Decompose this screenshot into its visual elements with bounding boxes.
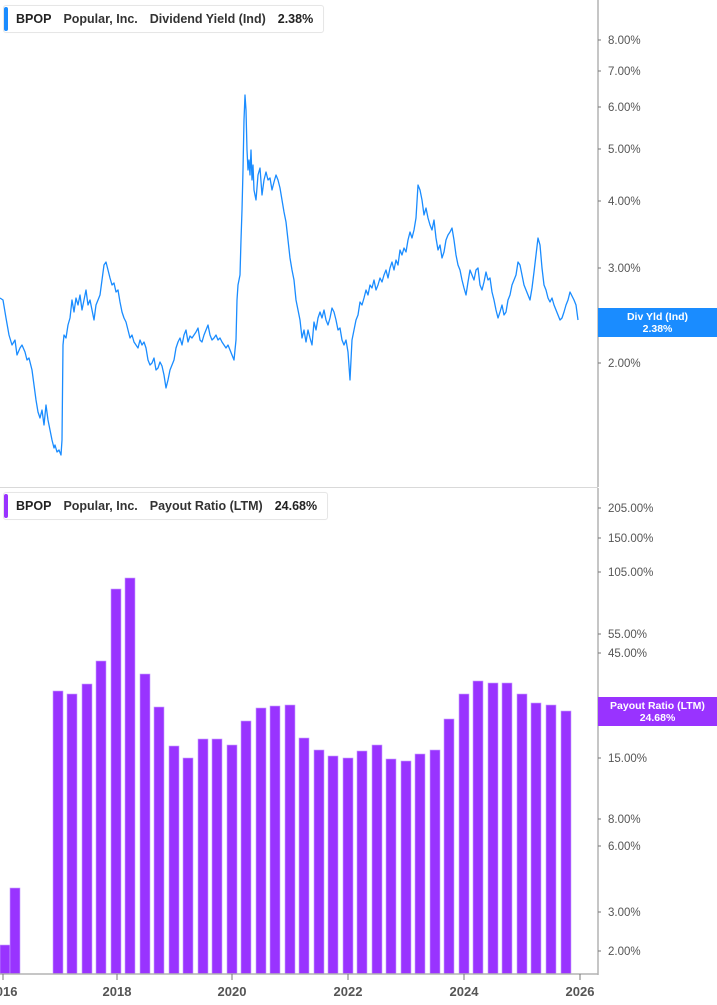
payout-bar <box>516 693 528 975</box>
payout-bar <box>124 577 136 975</box>
y-tick-label: 7.00% <box>608 66 641 78</box>
payout-bar <box>327 755 339 975</box>
payout-bar <box>110 588 122 975</box>
payout-bar <box>284 704 296 975</box>
payout-bar <box>313 749 325 975</box>
y-tick-label: 5.00% <box>608 144 641 156</box>
payout-bar <box>9 887 21 975</box>
payout-bar <box>487 682 499 975</box>
dividend-yield-panel: 8.00% 7.00% 6.00% 5.00% 4.00% 3.00% 2.00% BPOP… <box>0 0 717 487</box>
payout-bar <box>530 702 542 975</box>
x-tick-label: 2024 <box>450 984 480 999</box>
y-tick-label: 4.00% <box>608 196 641 208</box>
y-tick-label: 2.00% <box>608 946 641 958</box>
payout-bar <box>342 757 354 975</box>
legend-company: Popular, Inc. <box>63 499 138 513</box>
payout-bar <box>226 744 238 975</box>
x-tick-label: 2016 <box>0 984 17 999</box>
payout-ratio-legend: BPOP Popular, Inc. Payout Ratio (LTM) 24… <box>3 492 329 520</box>
payout-bar <box>472 680 484 975</box>
payout-bar <box>66 693 78 975</box>
series-color-swatch <box>4 494 8 518</box>
payout-bar <box>371 744 383 975</box>
y-tick-label: 6.00% <box>608 102 641 114</box>
x-axis-ticks: 2016 2018 2020 2022 2024 2026 <box>0 974 594 999</box>
payout-bar <box>269 705 281 975</box>
payout-bar <box>95 660 107 975</box>
payout-bar <box>414 753 426 975</box>
payout-ratio-bars <box>0 577 572 975</box>
payout-bar <box>211 738 223 975</box>
y-tick-label: 3.00% <box>608 907 641 919</box>
payout-bar <box>298 737 310 975</box>
y-tick-label: 8.00% <box>608 814 641 826</box>
payout-bar <box>153 706 165 975</box>
y-tick-label: 105.00% <box>608 567 653 579</box>
legend-value: 2.38% <box>277 12 314 26</box>
payout-bar <box>560 710 572 975</box>
payout-ratio-badge: Payout Ratio (LTM) 24.68% <box>598 697 717 726</box>
payout-bar <box>356 750 368 975</box>
dividend-yield-chart: 8.00% 7.00% 6.00% 5.00% 4.00% 3.00% 2.00% <box>0 0 641 487</box>
legend-company: Popular, Inc. <box>63 12 138 26</box>
payout-bar <box>443 718 455 975</box>
payout-bar <box>501 682 513 975</box>
y-tick-label: 205.00% <box>608 503 653 515</box>
payout-bar <box>168 745 180 975</box>
payout-bar <box>400 760 412 975</box>
y-tick-label: 45.00% <box>608 648 647 660</box>
payout-bar <box>197 738 209 975</box>
y-tick-label: 25.00% <box>608 702 647 714</box>
y-tick-label: 2.00% <box>608 358 641 370</box>
series-color-swatch <box>4 7 8 31</box>
y-tick-label: 150.00% <box>608 533 653 545</box>
y-tick-label: 55.00% <box>608 629 647 641</box>
legend-metric: Payout Ratio (LTM) <box>149 499 263 513</box>
payout-bar <box>255 707 267 975</box>
legend-value: 24.68% <box>274 499 318 513</box>
payout-bar <box>545 704 557 975</box>
badge-value: 2.38% <box>642 323 673 335</box>
payout-bar <box>0 944 11 975</box>
x-tick-label: 2020 <box>218 984 247 999</box>
x-tick-label: 2022 <box>334 984 363 999</box>
legend-ticker: BPOP <box>16 499 52 513</box>
legend-metric: Dividend Yield (Ind) <box>149 12 266 26</box>
y-tick-label: 8.00% <box>608 35 641 47</box>
payout-bar <box>52 690 64 975</box>
badge-label: Div Yld (Ind) <box>626 311 689 323</box>
payout-bar <box>139 673 151 975</box>
x-tick-label: 2026 <box>566 984 595 999</box>
payout-bar <box>458 693 470 975</box>
payout-bar <box>182 757 194 975</box>
payout-bar <box>240 720 252 975</box>
badge-value: 24.68% <box>639 712 676 724</box>
payout-bar <box>81 683 93 975</box>
y-axis-ticks: 205.00% 150.00% 105.00% 55.00% 45.00% 25.00% 1… <box>598 503 653 958</box>
badge-label: Payout Ratio (LTM) <box>610 700 705 712</box>
payout-bar <box>429 749 441 975</box>
dividend-yield-line <box>0 94 579 456</box>
panel-divider <box>0 487 598 488</box>
y-tick-label: 6.00% <box>608 841 641 853</box>
y-tick-label: 15.00% <box>608 753 647 765</box>
payout-bar <box>385 758 397 975</box>
legend-ticker: BPOP <box>16 12 52 26</box>
dividend-yield-legend: BPOP Popular, Inc. Dividend Yield (Ind) … <box>3 5 325 33</box>
dividend-yield-badge: Div Yld (Ind) 2.38% <box>598 308 717 337</box>
x-tick-label: 2018 <box>103 984 132 999</box>
y-axis-ticks: 8.00% 7.00% 6.00% 5.00% 4.00% 3.00% 2.00% <box>598 35 641 370</box>
y-tick-label: 3.00% <box>608 263 641 275</box>
